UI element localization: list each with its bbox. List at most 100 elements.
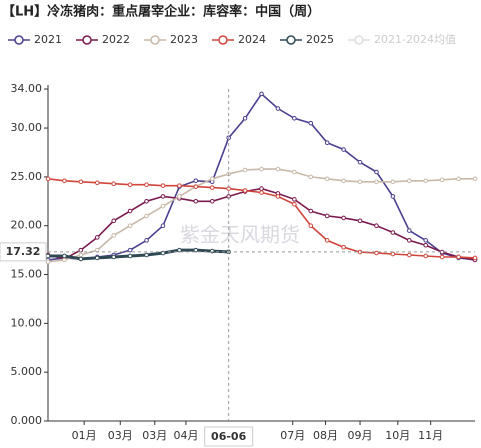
series-marker xyxy=(127,253,133,259)
legend-label: 2021 xyxy=(34,33,62,46)
series-marker xyxy=(456,254,461,260)
legend-label: 2022 xyxy=(102,33,130,46)
series-marker xyxy=(242,167,248,173)
series-marker xyxy=(308,174,314,180)
series-marker xyxy=(45,259,51,265)
series-marker xyxy=(407,238,412,243)
series-marker xyxy=(111,254,116,260)
series-marker xyxy=(472,176,478,182)
series-marker xyxy=(275,194,281,199)
series-marker xyxy=(357,218,363,224)
series-marker xyxy=(374,250,379,256)
series-marker xyxy=(456,176,461,182)
series-marker xyxy=(45,176,51,182)
crosshair-y-box xyxy=(0,242,47,262)
legend-label: 2023 xyxy=(170,33,198,46)
series-marker xyxy=(423,253,429,259)
series-marker xyxy=(439,254,445,260)
series-marker xyxy=(374,169,379,175)
series-marker xyxy=(78,252,84,258)
legend-label: 2021-2024均值 xyxy=(374,33,456,46)
series-marker xyxy=(308,208,314,214)
series-marker xyxy=(259,190,264,195)
series-marker xyxy=(177,194,182,199)
series-marker xyxy=(292,201,297,207)
series-marker xyxy=(209,176,215,182)
legend-label: 2025 xyxy=(306,33,334,46)
series-marker xyxy=(308,120,314,126)
series-marker xyxy=(94,180,100,186)
series-marker xyxy=(94,235,100,240)
legend-marker xyxy=(354,35,364,45)
series-marker xyxy=(407,228,412,233)
series-marker xyxy=(160,183,166,188)
x-tick-label: 08月 xyxy=(313,429,338,442)
series-marker xyxy=(160,203,166,209)
series-marker xyxy=(111,233,116,238)
series-marker xyxy=(259,186,264,191)
series-marker xyxy=(259,91,264,97)
legend-marker xyxy=(218,35,228,45)
series-marker xyxy=(94,255,100,261)
series-marker xyxy=(111,218,116,224)
series-marker xyxy=(423,242,429,248)
series-marker xyxy=(62,257,67,263)
legend-marker xyxy=(286,35,296,45)
series-marker xyxy=(144,252,149,258)
series-marker xyxy=(407,252,412,258)
x-tick-label: 09月 xyxy=(348,429,373,442)
x-tick-label: 10月 xyxy=(385,429,410,442)
series-marker xyxy=(193,178,199,184)
series-marker xyxy=(407,178,412,184)
crosshair-x-box xyxy=(204,426,254,447)
series-marker xyxy=(292,169,297,175)
series-marker xyxy=(324,238,330,243)
series-marker xyxy=(341,215,346,221)
series-marker xyxy=(45,253,51,259)
series-marker xyxy=(127,182,133,187)
series-marker xyxy=(177,183,182,188)
x-tick-label: 01月 xyxy=(72,429,97,442)
legend-label: 2024 xyxy=(238,33,266,46)
legend-marker xyxy=(14,35,24,45)
x-tick-label: 07月 xyxy=(280,429,305,442)
series-marker xyxy=(144,182,149,187)
y-tick-label: 15.00 xyxy=(11,268,43,281)
series-marker xyxy=(193,184,199,189)
series-marker xyxy=(324,213,330,219)
legend-marker xyxy=(82,35,92,45)
x-tick-label: 04月 xyxy=(173,429,198,442)
legend-marker xyxy=(150,35,160,45)
series-marker xyxy=(62,178,67,184)
crosshair-x-label: 06-06 xyxy=(211,430,247,443)
series-marker xyxy=(62,253,67,259)
series-marker xyxy=(390,251,396,257)
series-marker xyxy=(127,208,133,214)
series-marker xyxy=(423,238,429,243)
series-marker xyxy=(341,178,346,184)
x-tick-label: 11月 xyxy=(418,429,443,442)
series-marker xyxy=(292,197,297,202)
series-marker xyxy=(341,147,346,152)
series-marker xyxy=(390,194,396,199)
series-marker xyxy=(374,223,379,229)
series-marker xyxy=(144,213,149,219)
series-marker xyxy=(259,166,264,172)
series-marker xyxy=(78,179,84,185)
y-tick-label: 30.00 xyxy=(11,121,43,134)
series-marker xyxy=(78,256,84,262)
series-marker xyxy=(144,198,149,204)
series-marker xyxy=(193,198,199,204)
series-marker xyxy=(160,194,166,199)
y-tick-label: 20.00 xyxy=(11,219,43,232)
series-marker xyxy=(439,177,445,183)
series-marker xyxy=(127,223,133,229)
series-marker xyxy=(357,179,363,185)
series-marker xyxy=(324,176,330,182)
y-tick-label: 25.00 xyxy=(11,170,43,183)
series-marker xyxy=(242,188,248,193)
series-marker xyxy=(275,106,281,111)
series-marker xyxy=(308,223,314,229)
series-marker xyxy=(111,181,116,187)
series-marker xyxy=(472,255,478,261)
